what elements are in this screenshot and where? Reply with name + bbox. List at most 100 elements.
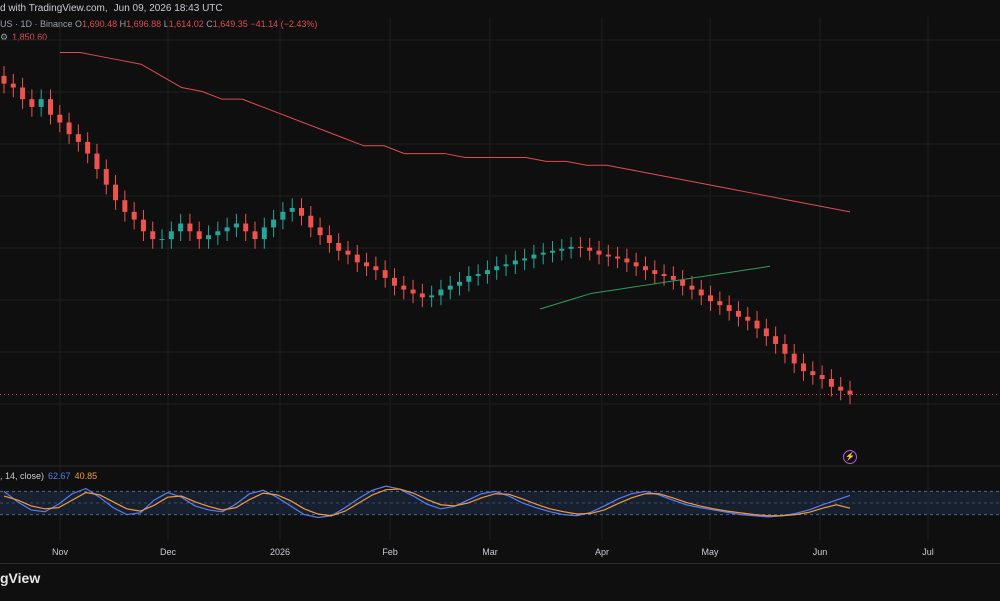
candle-body [819,375,825,379]
candle-body [410,289,416,294]
flash-icon[interactable]: ⚡ [843,450,857,464]
timestamp: Jun 09, 2026 18:43 UTC [113,3,223,14]
x-axis-label: May [701,547,719,557]
candle-body [568,246,574,249]
header-bar: d with TradingView.com, Jun 09, 2026 18:4… [0,0,1000,17]
x-axis-label: Mar [482,547,498,557]
candle-body [661,274,667,276]
candle-body [280,211,286,220]
open-value: 1,690.48 [82,19,118,29]
candle-body [735,310,741,317]
candle-body [726,305,732,311]
candle-body [308,215,314,228]
candle-body [457,281,463,286]
supertrend-value: 1,850.60 [12,32,48,42]
candle-body [103,169,109,185]
candle-body [587,247,593,251]
footer-bar [0,563,1000,601]
candle-body [345,250,351,255]
gear-icon[interactable]: ⚙ [0,32,9,42]
high-label: H [119,19,127,29]
brand-logo: gView [0,570,41,586]
candle-body [159,239,165,241]
change-value: −41.14 (−2.43%) [250,19,318,29]
candle-body [196,231,202,240]
candle-body [763,328,769,337]
candle-body [791,353,797,364]
published-text: d with TradingView.com, [0,3,108,14]
candle-body [773,336,779,344]
candle-body [838,386,844,391]
candle-body [298,207,304,216]
supertrend-legend: ⚙ 1,850.60 [0,32,47,43]
x-axis-label: Nov [52,547,69,557]
candle-body [150,231,156,240]
symbol-label[interactable]: US · 1D · Binance [0,19,73,29]
candle-body [391,277,397,286]
candle-body [754,320,760,329]
candle-body [559,248,565,251]
candle-body [419,293,425,298]
candle-body [642,266,648,271]
candle-body [206,235,212,240]
candle-body [782,343,788,354]
candle-body [354,254,360,263]
x-axis-label: Dec [160,547,177,557]
candle-body [215,231,221,236]
candle-body [271,219,277,228]
candle-body [503,264,509,267]
candle-body [438,289,444,296]
symbol-legend: US · 1D · Binance O1,690.48 H1,696.88 L1… [0,19,317,29]
candle-body [168,231,174,240]
candle-body [698,289,704,296]
close-value: 1,649.35 [212,19,248,29]
candle-body [847,390,853,395]
candle-body [680,279,686,286]
candle-body [605,254,611,257]
candle-body [494,266,500,271]
candle-body [57,114,63,123]
candle-body [75,134,81,142]
low-value: 1,614.02 [168,19,204,29]
candle-body [596,250,602,255]
candle-body [243,223,249,232]
candle-body [484,270,490,275]
candle-body [670,275,676,280]
candle-body [382,270,388,278]
candle-body [512,260,518,265]
candle-body [178,223,184,232]
candle-body [810,371,816,376]
candle-body [522,258,528,261]
candle-body [717,301,723,306]
candle-body [745,316,751,321]
candle-body [289,207,295,212]
candle-body [429,295,435,298]
candle-body [1,75,7,84]
candle-body [233,223,239,228]
rsi-value: 62.67 [48,471,71,481]
candle-body [633,262,639,267]
candle-body [66,122,72,135]
candle-body [187,223,193,232]
candle-body [29,99,35,107]
candle-body [252,231,258,240]
candle-body [540,252,546,255]
price-chart[interactable]: Nov Dec 2026 Feb Mar Apr May Jun Jul [0,0,1000,563]
close-label: C [206,19,213,29]
candle-body [113,184,119,201]
candle-body [122,200,128,212]
candle-body [317,227,323,236]
candle-body [373,266,379,271]
x-axis-label: Jun [813,547,828,557]
candle-body [224,227,230,232]
candle-body [47,99,53,115]
candle-body [336,242,342,251]
candle-body [140,219,146,232]
candle-body [94,153,100,170]
candle-body [615,256,621,259]
candle-body [475,274,481,276]
rsi-legend: , 14, close) 62.67 40.85 [0,471,97,481]
x-axis-label: Jul [922,547,934,557]
open-label: O [75,19,83,29]
high-value: 1,696.88 [126,19,162,29]
